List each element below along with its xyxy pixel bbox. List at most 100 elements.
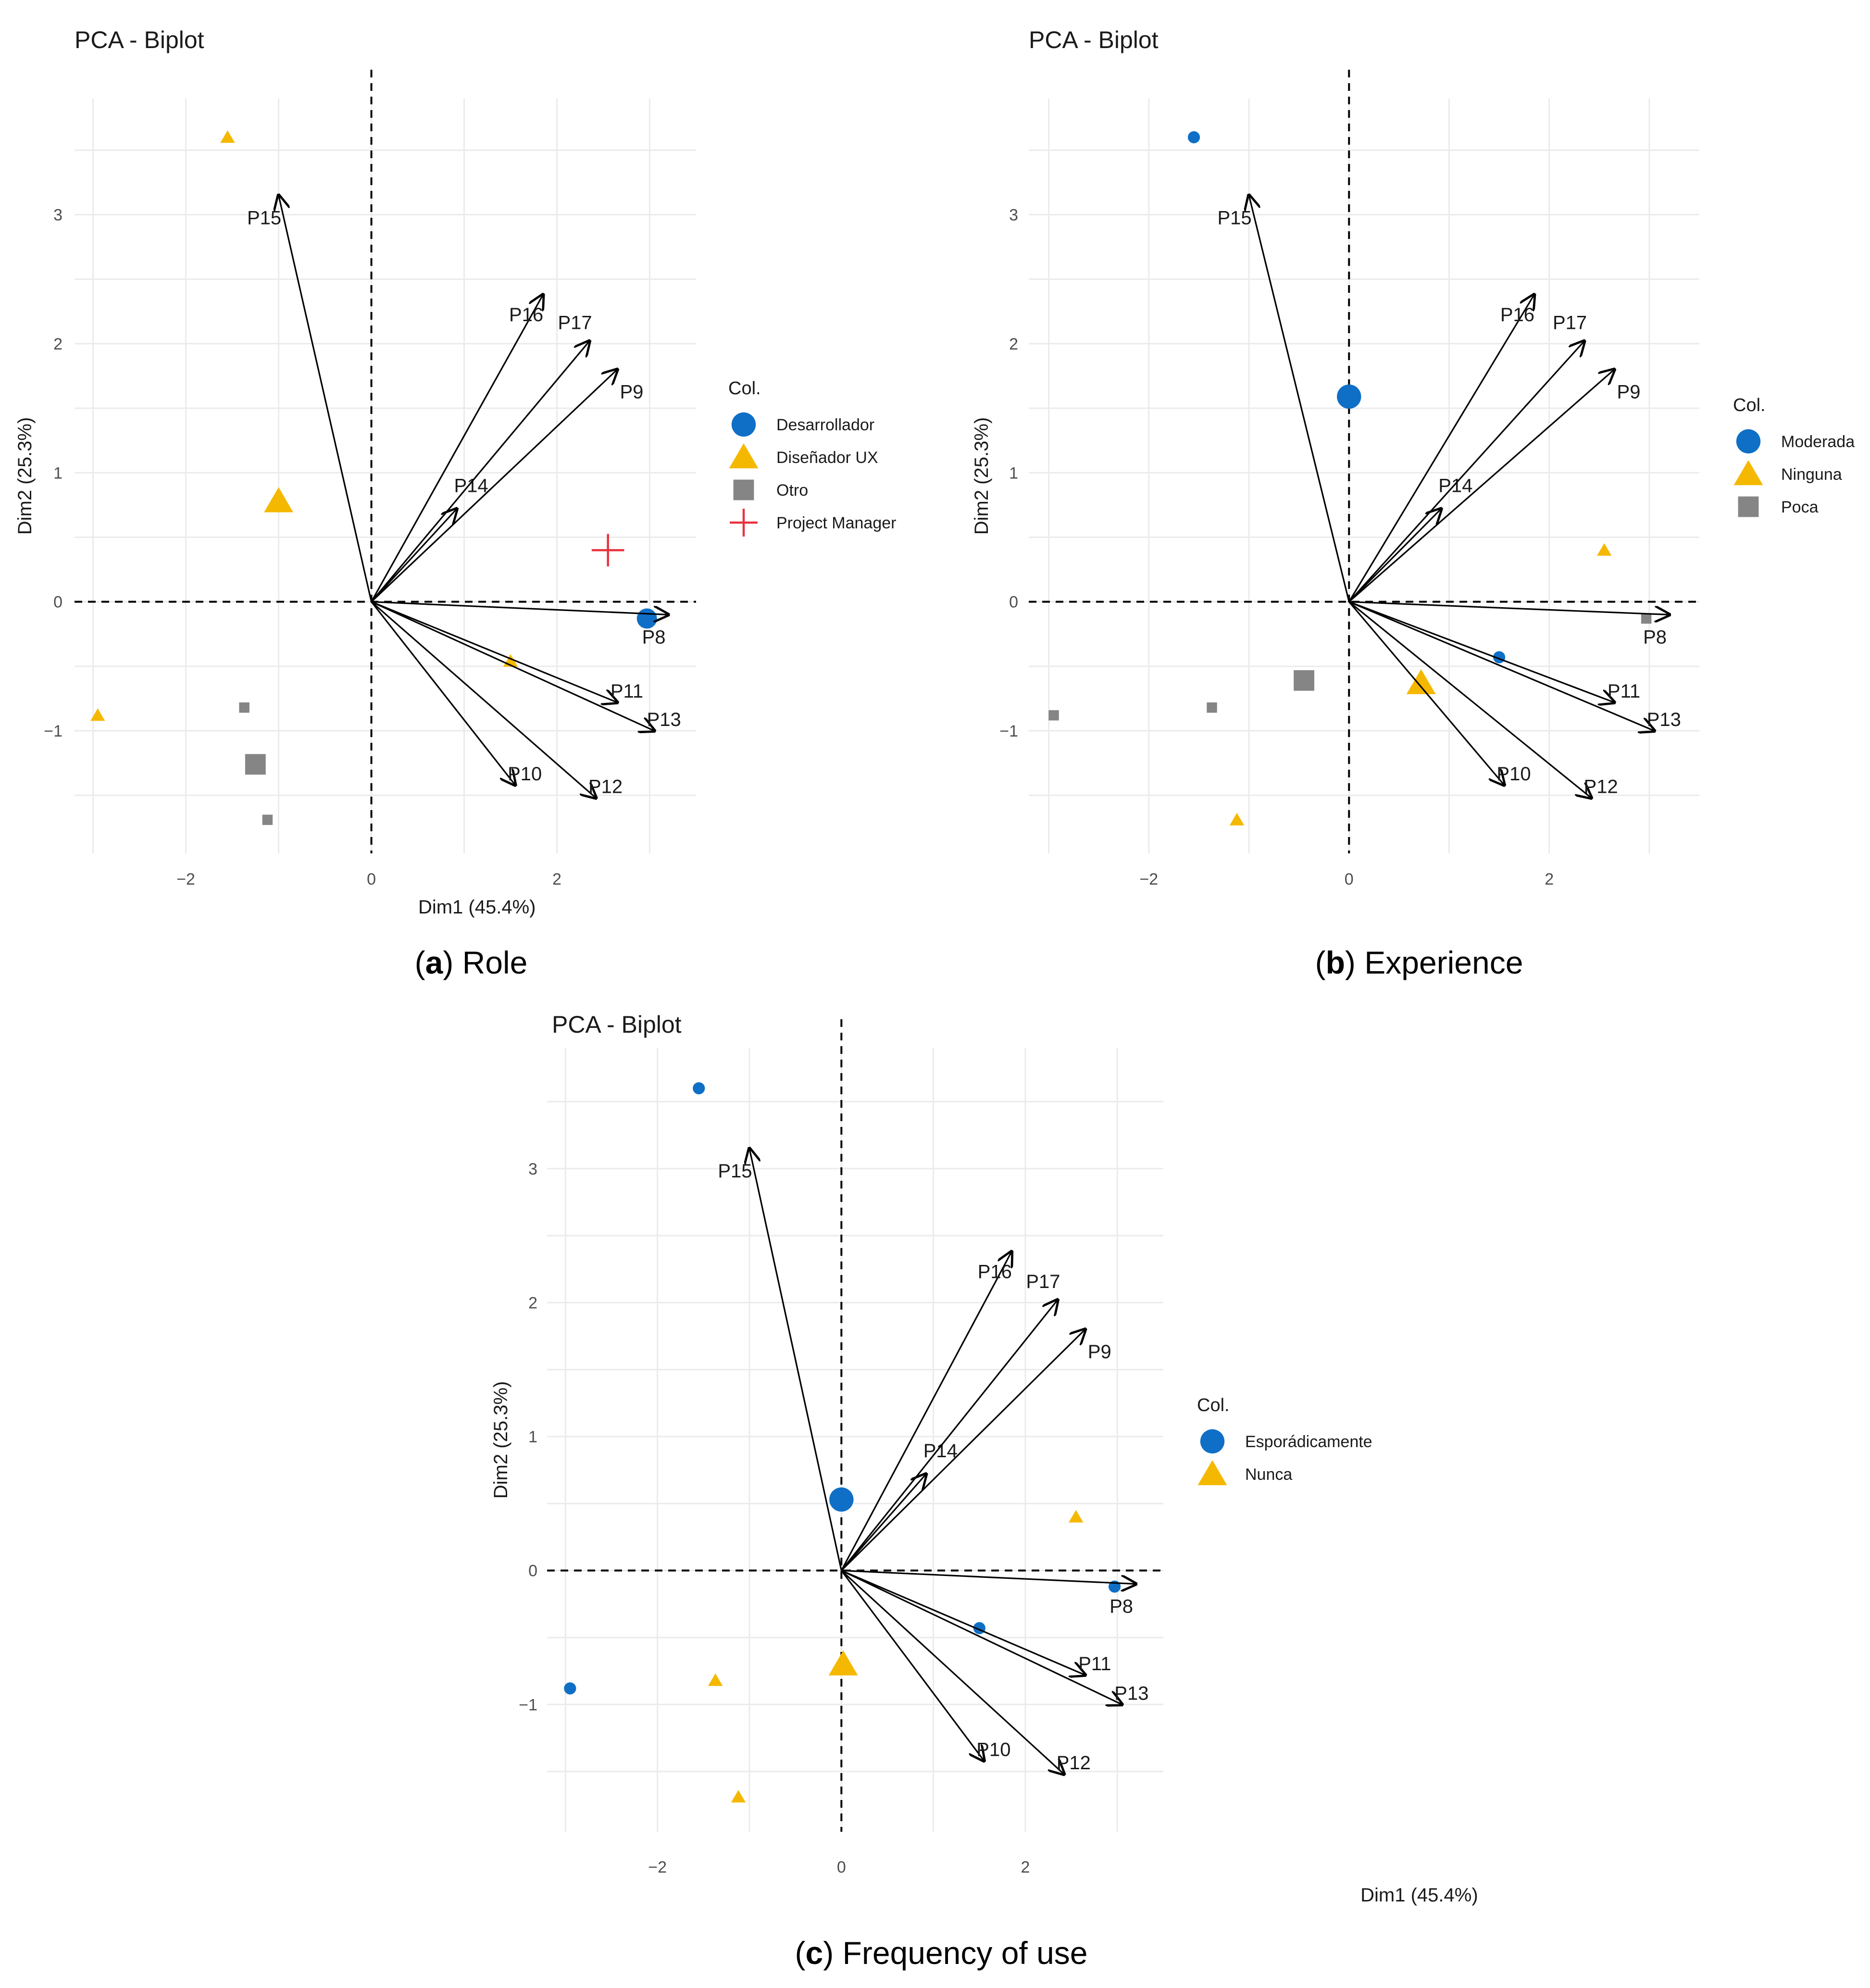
- y-tick-label: 2: [1009, 335, 1018, 353]
- data-point: [1048, 710, 1059, 721]
- x-tick-label: 0: [1345, 870, 1354, 888]
- vector-label: P14: [923, 1440, 958, 1462]
- vector-arrow-p17: [1348, 341, 1584, 602]
- vector-label: P10: [1496, 763, 1531, 785]
- vector-arrow-p16: [371, 295, 543, 602]
- data-point: [731, 1790, 746, 1803]
- vector-label: P14: [1438, 475, 1472, 496]
- vector-arrow-p11: [1348, 601, 1614, 702]
- vector-label: P10: [976, 1739, 1010, 1760]
- legend-key-circle: [1736, 429, 1761, 454]
- data-point: [1187, 131, 1200, 144]
- vector-label: P9: [1617, 382, 1641, 403]
- vector-label: P11: [1078, 1653, 1111, 1675]
- vector-label: P15: [247, 207, 281, 228]
- y-axis-label: Dim2 (25.3%): [14, 417, 36, 535]
- x-tick-label: 2: [552, 870, 561, 888]
- legend-item-label: Poca: [1781, 498, 1819, 516]
- caption-paren-close: ): [823, 1935, 842, 1971]
- vector-label: P12: [1584, 776, 1618, 798]
- y-tick-label: 2: [528, 1294, 537, 1312]
- vector-arrow-p9: [371, 370, 617, 602]
- vector-arrow-p12: [1348, 601, 1591, 798]
- vector-label: P9: [620, 382, 643, 403]
- vector-label: P11: [611, 681, 643, 702]
- data-point: [693, 1082, 705, 1095]
- data-point: [564, 1682, 576, 1695]
- vector-arrow-p16: [840, 1252, 1011, 1571]
- vector-arrow-p14: [1348, 509, 1441, 602]
- legend-key-triangle: [729, 443, 759, 469]
- vector-label: P13: [1114, 1683, 1148, 1704]
- vector-arrow-p14: [841, 1474, 926, 1571]
- y-tick-label: −1: [519, 1696, 537, 1714]
- legend-key-circle: [1200, 1429, 1225, 1454]
- data-point: [829, 1487, 854, 1512]
- vector-label: P8: [642, 627, 666, 648]
- y-tick-label: 3: [1009, 206, 1018, 225]
- legend-key-circle: [731, 412, 756, 437]
- data-point: [1337, 384, 1361, 409]
- vector-arrow-p10: [371, 601, 515, 785]
- vector-label: P16: [1500, 304, 1534, 325]
- y-tick-label: −1: [999, 722, 1018, 740]
- x-tick-label: −2: [176, 870, 195, 888]
- legend-item-label: Otro: [776, 481, 808, 500]
- caption-paren-close: ): [1345, 945, 1364, 980]
- data-point: [1406, 669, 1436, 694]
- vector-arrow-p13: [1348, 601, 1654, 731]
- vector-label: P15: [718, 1161, 752, 1182]
- data-point: [1069, 1510, 1084, 1523]
- grid: [1029, 99, 1699, 853]
- vector-arrow-p12: [841, 1570, 1064, 1775]
- legend-key-triangle: [1197, 1460, 1227, 1486]
- vector-label: P8: [1643, 627, 1667, 648]
- legend-item-label: Ninguna: [1781, 465, 1842, 484]
- data-point: [1641, 613, 1652, 624]
- caption-text: Role: [462, 945, 528, 980]
- legend-item-label: Esporádicamente: [1245, 1433, 1372, 1451]
- vector-arrow-p13: [371, 601, 655, 731]
- caption-letter: a: [425, 945, 444, 980]
- legend-title: Col.: [1197, 1395, 1230, 1415]
- legend-key-plus: [730, 509, 758, 537]
- y-tick-label: 2: [53, 335, 62, 353]
- vector-label: P15: [1217, 207, 1251, 228]
- vector-label: P13: [1647, 709, 1681, 730]
- vector-arrow-p8: [371, 601, 669, 615]
- x-tick-label: −2: [1139, 870, 1158, 888]
- vector-label: P10: [508, 763, 542, 785]
- vector-arrow-p16: [1348, 295, 1534, 602]
- x-tick-label: 0: [837, 1858, 846, 1876]
- y-tick-label: 0: [1009, 593, 1018, 612]
- legend: Col. Esporádicamente Nunca: [1197, 1395, 1372, 1486]
- data-point: [591, 534, 624, 567]
- legend-title: Col.: [728, 378, 761, 399]
- data-point: [262, 814, 273, 825]
- caption-paren-open: (: [1315, 945, 1326, 980]
- vector-arrow-p9: [841, 1329, 1085, 1571]
- y-axis-label: Dim2 (25.3%): [971, 417, 992, 535]
- data-point: [636, 608, 657, 629]
- vector-label: P13: [647, 709, 681, 730]
- vector-arrow-p9: [1348, 370, 1614, 602]
- legend-item-label: Desarrollador: [776, 416, 874, 434]
- legend-key-triangle: [1733, 460, 1763, 486]
- x-tick-label: 0: [367, 870, 376, 888]
- y-tick-label: 3: [528, 1160, 537, 1178]
- vector-arrow-p8: [841, 1570, 1135, 1584]
- caption-paren-open: (: [795, 1935, 806, 1971]
- vector-label: P16: [978, 1262, 1012, 1283]
- legend-title: Col.: [1733, 395, 1766, 415]
- x-axis-label: Dim1 (45.4%): [1360, 1885, 1478, 1906]
- y-tick-label: 1: [53, 464, 62, 482]
- y-tick-label: 1: [1009, 464, 1018, 482]
- vector-arrow-p15: [279, 195, 373, 602]
- y-axis-label: Dim2 (25.3%): [490, 1381, 511, 1499]
- caption-paren-open: (: [415, 945, 425, 980]
- vector-arrow-p15: [749, 1149, 842, 1571]
- data-point: [1229, 813, 1245, 825]
- vector-arrow-p8: [1349, 601, 1669, 615]
- x-tick-label: −2: [648, 1858, 667, 1876]
